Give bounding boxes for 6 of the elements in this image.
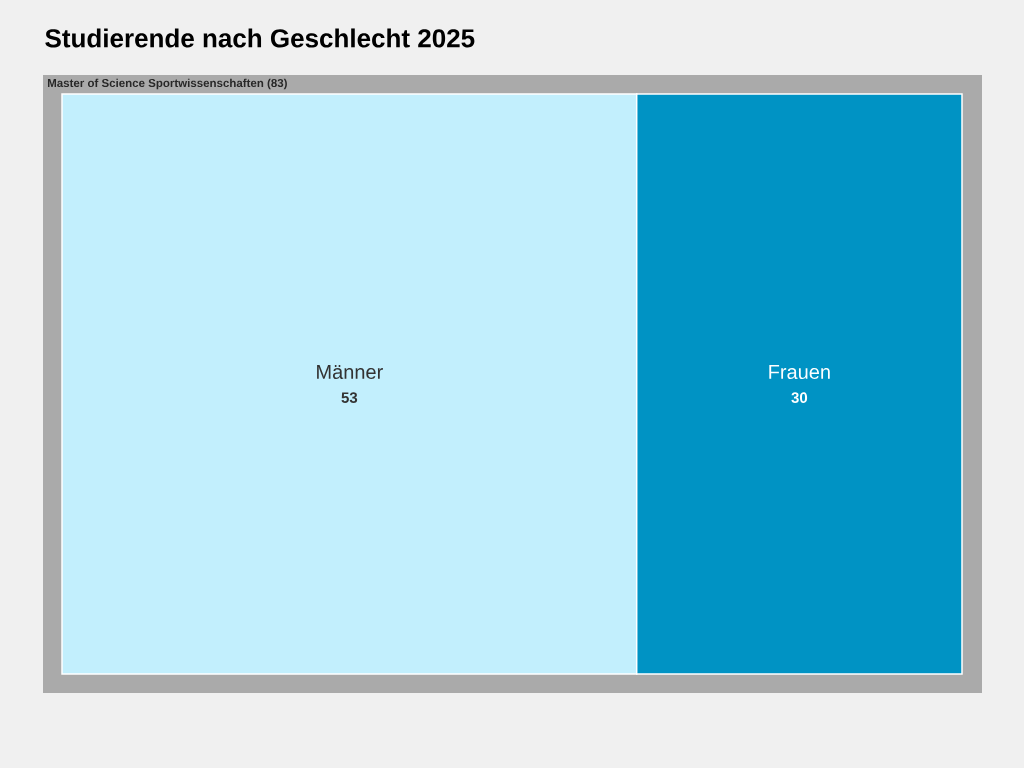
data-label: 30: [791, 392, 808, 403]
category-label: Frauen: [769, 365, 830, 379]
data-label: 53: [341, 392, 358, 403]
text: Master of Science Sportwissenschaften (83): [47, 78, 287, 90]
category-label: Männer: [317, 365, 383, 379]
text: Studierende nach Geschlecht 2025: [45, 28, 475, 48]
